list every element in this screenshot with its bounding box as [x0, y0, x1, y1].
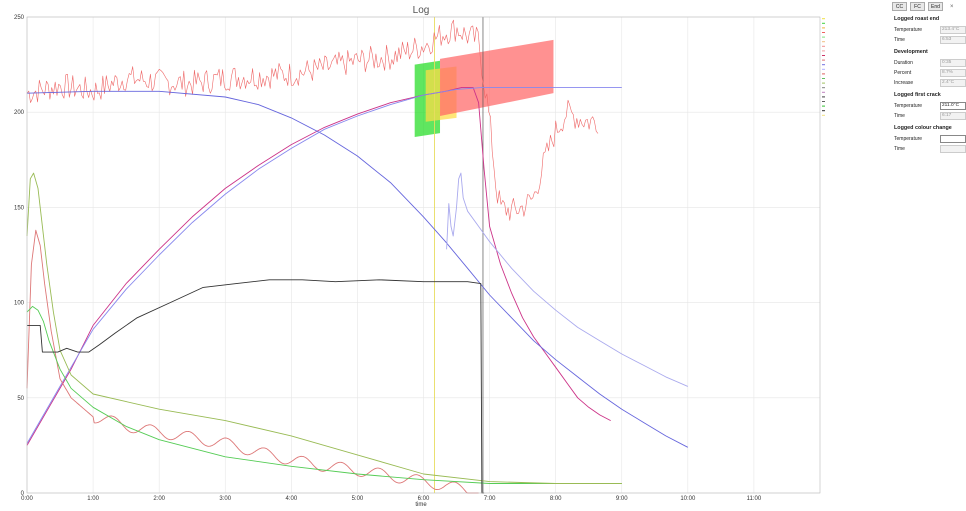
x-tick-label: 11:00: [747, 496, 762, 502]
colour-change-time-field: [940, 144, 966, 153]
series-line-2: [26, 90, 689, 448]
development-percent-field: [940, 68, 966, 77]
roast-end-title: Logged roast end: [894, 16, 940, 22]
x-tick-label: 0:00: [21, 496, 33, 502]
colour-change-temperature-label: Temperature: [894, 135, 923, 142]
development-duration-row: Duration: [894, 58, 966, 67]
action-buttons: CC FC End ×: [892, 2, 966, 11]
plot-frame: [26, 16, 821, 494]
first-crack-time-row: Time: [894, 111, 966, 120]
series: [26, 19, 689, 494]
x-tick-label: 7:00: [484, 496, 496, 502]
chart-svg: 0:00 1:00 2:00 3:00 4:00 5:00 6:00 7:00 8:00 9:00…: [14, 5, 825, 508]
development-increase-label: Increase: [894, 79, 914, 86]
series-line-5: [26, 229, 479, 494]
colour-change-temperature-row: Temperature: [894, 134, 966, 143]
roast-end-temperature-label: Temperature: [894, 26, 923, 33]
y-tick-label: 50: [17, 396, 24, 402]
series-line-0: [26, 19, 599, 221]
roast-info-panel: CC FC End × Logged roast end Temperature…: [890, 0, 966, 511]
development-percent-row: Percent: [894, 68, 966, 77]
development-title: Development: [894, 49, 928, 55]
roast-end-time-field: [940, 35, 966, 44]
x-tick-label: 2:00: [153, 496, 165, 502]
first-crack-temperature-label: Temperature: [894, 102, 923, 109]
chart-title: Log: [413, 5, 430, 16]
roast-log-chart: 0:00 1:00 2:00 3:00 4:00 5:00 6:00 7:00 8:00 9:00…: [14, 5, 825, 508]
axes: 0:00 1:00 2:00 3:00 4:00 5:00 6:00 7:00 8:00 9:00…: [14, 15, 821, 502]
x-axis-label: time: [415, 502, 427, 508]
development-increase-field: [940, 78, 966, 87]
development-duration-field: [940, 58, 966, 67]
x-tick-label: 5:00: [352, 496, 364, 502]
colour-change-title: Logged colour change: [894, 125, 952, 131]
y-tick-label: 200: [14, 110, 25, 116]
development-increase-row: Increase: [894, 78, 966, 87]
first-crack-title: Logged first crack: [894, 92, 941, 98]
legend: First crack ZoneZone 1 boost=3.2Zone 2 b…: [822, 18, 825, 116]
series-line-7: [26, 172, 622, 484]
roast-end-time-row: Time: [894, 35, 966, 44]
colour-change-temperature-field[interactable]: [940, 134, 966, 143]
roast-end-time-label: Time: [894, 36, 905, 43]
x-tick-label: 1:00: [87, 496, 99, 502]
development-percent-label: Percent: [894, 69, 912, 76]
first-crack-temperature-row: Temperature: [894, 101, 966, 110]
end-roast-button[interactable]: End: [928, 2, 943, 11]
series-line-6: [26, 305, 622, 484]
development-duration-label: Duration: [894, 59, 913, 66]
y-tick-label: 150: [14, 205, 25, 211]
colour-change-time-label: Time: [894, 145, 905, 152]
colour-change-button[interactable]: CC: [892, 2, 907, 11]
roast-end-temperature-field: [940, 25, 966, 34]
roast-end-temperature-row: Temperature: [894, 25, 966, 34]
y-tick-label: 100: [14, 301, 25, 307]
series-line-8: [27, 279, 485, 494]
first-crack-time-field: [940, 111, 966, 120]
first-crack-button[interactable]: FC: [910, 2, 925, 11]
series-line-3: [26, 86, 622, 444]
x-tick-label: 10:00: [680, 496, 696, 502]
x-tick-label: 6:00: [418, 496, 430, 502]
close-icon[interactable]: ×: [950, 3, 954, 10]
x-tick-label: 8:00: [550, 496, 562, 502]
x-tick-label: 4:00: [285, 496, 297, 502]
first-crack-temperature-field[interactable]: [940, 101, 966, 110]
series-line-1: [26, 86, 611, 446]
x-tick-label: 3:00: [219, 496, 231, 502]
y-tick-label: 0: [21, 491, 25, 497]
y-tick-label: 250: [14, 15, 25, 21]
colour-change-time-row: Time: [894, 144, 966, 153]
zones: [414, 17, 554, 493]
series-line-4: [446, 172, 688, 387]
x-tick-label: 9:00: [616, 496, 628, 502]
zone-3: [440, 39, 554, 117]
first-crack-time-label: Time: [894, 112, 905, 119]
